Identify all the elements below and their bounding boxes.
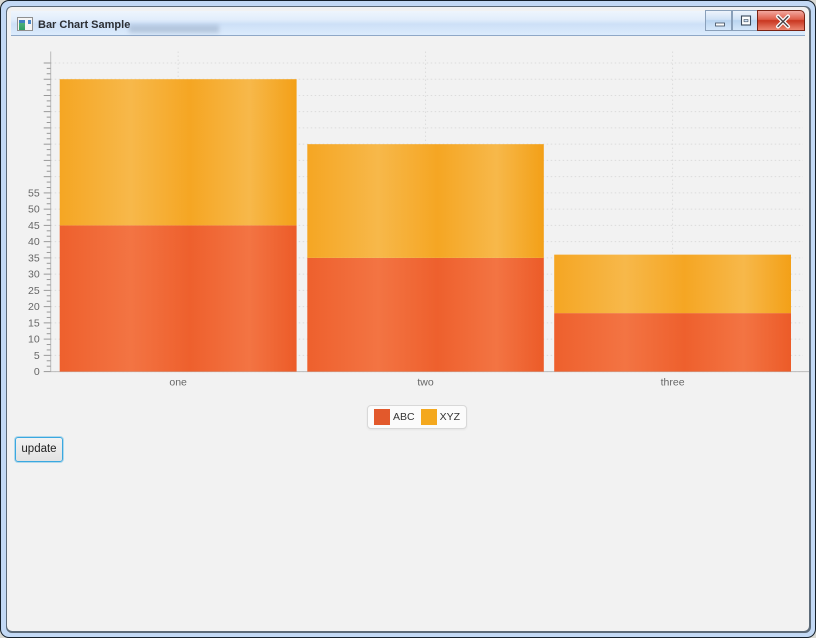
svg-text:45: 45 <box>28 220 40 232</box>
svg-text:55: 55 <box>28 187 40 199</box>
svg-text:5: 5 <box>34 350 40 362</box>
svg-text:20: 20 <box>28 301 40 313</box>
svg-text:10: 10 <box>28 334 40 346</box>
svg-text:50: 50 <box>28 204 40 216</box>
svg-text:one: one <box>169 377 187 389</box>
svg-text:15: 15 <box>28 317 40 329</box>
svg-text:25: 25 <box>28 285 40 297</box>
svg-text:three: three <box>661 377 685 389</box>
svg-text:0: 0 <box>34 366 40 378</box>
svg-text:30: 30 <box>28 269 40 281</box>
svg-text:40: 40 <box>28 236 40 248</box>
svg-text:35: 35 <box>28 252 40 264</box>
svg-text:two: two <box>417 377 434 389</box>
